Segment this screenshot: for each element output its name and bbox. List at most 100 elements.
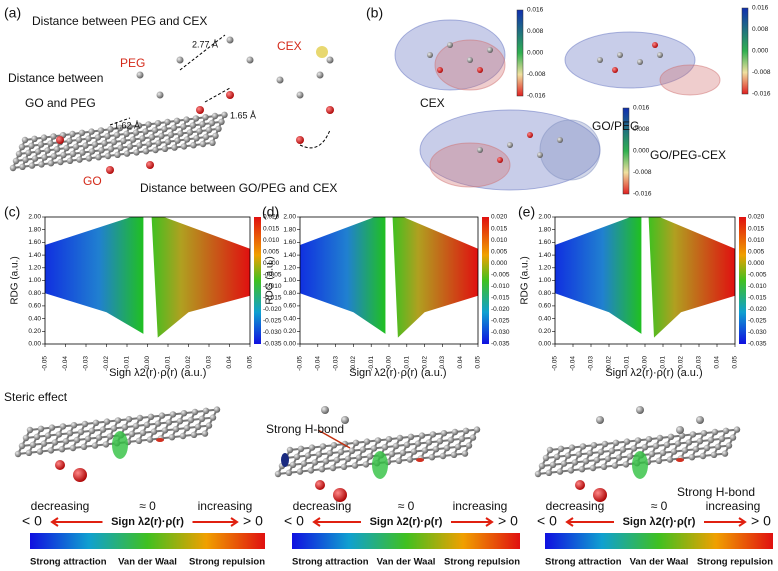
atom: [29, 441, 37, 448]
x-tick-label: 0.01: [165, 356, 172, 369]
panel-label: (b): [366, 5, 383, 21]
atom: [363, 438, 371, 445]
atom: [396, 434, 404, 442]
atom: [55, 431, 63, 438]
atom: [619, 446, 627, 453]
arrow: [565, 517, 747, 527]
y-tick-label: 0.60: [283, 303, 296, 310]
atom: [300, 460, 308, 467]
atom: [667, 433, 675, 440]
x-tick-label: 0.03: [696, 356, 703, 369]
atom: [596, 416, 604, 424]
atom: [641, 444, 649, 451]
colorbar-label: 0.008: [633, 126, 650, 133]
colorbar-label: 0.010: [491, 237, 508, 244]
atom: [50, 133, 57, 140]
atom: [374, 437, 382, 444]
atom: [40, 134, 48, 141]
scatter-cloud: [392, 217, 478, 338]
colorbar-label: -0.035: [263, 341, 282, 348]
atom: [186, 129, 194, 136]
atom: [44, 147, 51, 154]
atom: [55, 460, 65, 470]
colorbar-label: 0.008: [527, 28, 544, 35]
atom: [136, 142, 143, 149]
atom: [121, 424, 129, 431]
atom: [634, 437, 642, 444]
annotation: Distance between PEG and CEX: [32, 14, 207, 28]
x-tick-label: 0.01: [404, 356, 411, 369]
atom: [126, 143, 134, 150]
atom: [276, 76, 284, 84]
atom: [202, 407, 210, 414]
interaction-label: Van der Waal: [377, 557, 436, 568]
atom: [586, 450, 594, 457]
colorbar-label: -0.015: [491, 295, 510, 302]
atom: [56, 136, 64, 144]
color-scale: [545, 533, 773, 549]
atom: [692, 446, 700, 453]
atom: [25, 149, 32, 156]
atom: [142, 128, 149, 135]
colorbar-label: 0.000: [527, 50, 544, 57]
atom: [575, 451, 583, 458]
colorbar-label: 0.016: [752, 5, 769, 12]
atom: [436, 438, 444, 445]
trend-label: increasing: [706, 499, 761, 513]
atom: [145, 141, 153, 148]
atom: [76, 156, 83, 163]
y-tick-label: 0.00: [28, 341, 41, 348]
atom: [154, 420, 162, 427]
atom: [31, 155, 39, 162]
x-tick-label: 0.02: [185, 356, 192, 369]
atom: [388, 450, 396, 458]
atom: [600, 463, 608, 470]
atom: [289, 461, 297, 468]
atom: [135, 437, 143, 444]
atom: [194, 423, 202, 430]
atom: [311, 459, 319, 466]
atom: [48, 424, 56, 431]
color-scale: [292, 533, 520, 549]
y-tick-label: 0.00: [538, 341, 551, 348]
atom: [721, 450, 729, 457]
atom: [477, 67, 483, 73]
x-tick-label: -0.04: [62, 356, 69, 371]
atom: [202, 114, 209, 121]
atom: [26, 426, 34, 434]
x-tick-label: 0.00: [144, 356, 151, 369]
x-tick-label: -0.03: [588, 356, 595, 371]
atom: [293, 453, 301, 460]
molecule-label: GO: [83, 174, 102, 188]
isosurface: [372, 451, 388, 479]
colorbar-label: 0.015: [491, 225, 508, 232]
scatter-cloud: [300, 217, 386, 334]
atom: [113, 131, 121, 139]
colorbar-label: -0.030: [263, 329, 282, 336]
atom: [139, 429, 147, 436]
atom: [286, 446, 294, 454]
atom: [101, 140, 108, 147]
atom: [66, 137, 73, 145]
atom: [171, 144, 178, 151]
atom: [370, 445, 378, 452]
panel-label: (d): [262, 204, 279, 220]
colorbar-label: -0.025: [491, 318, 510, 325]
atom: [321, 406, 329, 414]
isosurface: [156, 438, 164, 442]
atom: [308, 444, 316, 451]
atom: [637, 59, 643, 65]
atom: [167, 131, 175, 138]
atom: [132, 422, 140, 430]
colorbar-label: 0.020: [263, 214, 280, 221]
atom: [352, 439, 360, 446]
atom: [79, 149, 86, 156]
atom: [733, 426, 741, 433]
atom: [34, 148, 42, 155]
atom: [183, 424, 191, 432]
atom: [158, 132, 165, 140]
atom: [95, 434, 103, 441]
atom: [19, 163, 26, 170]
atom: [92, 419, 100, 426]
atom: [116, 124, 124, 132]
